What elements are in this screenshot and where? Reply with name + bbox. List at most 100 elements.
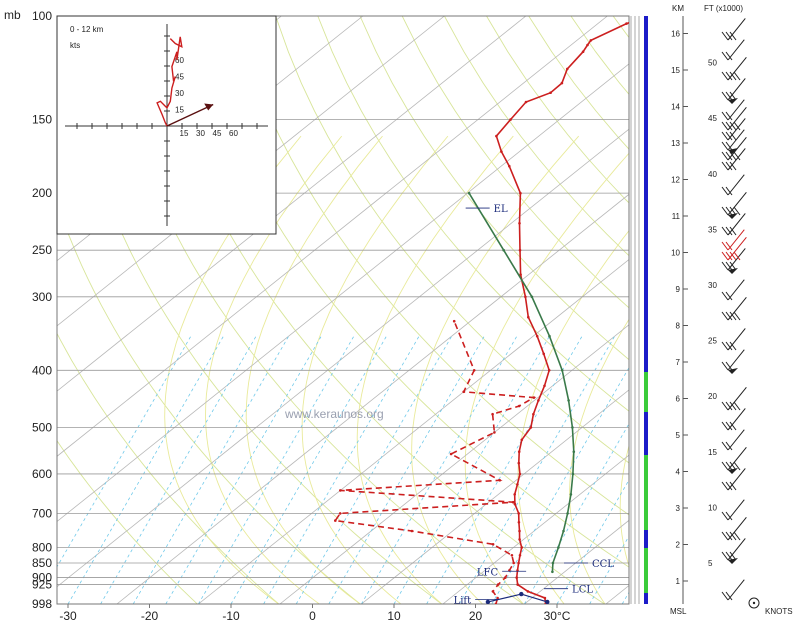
series-temperature-point [543, 596, 547, 600]
series-dewpoint-point [496, 583, 500, 586]
wind-barb-feather [725, 481, 733, 491]
km-tick-label: 15 [671, 66, 680, 75]
series-dewpoint-point [472, 369, 476, 372]
series-parcel-point [562, 529, 565, 533]
wind-barb-feather [725, 151, 733, 161]
wind-barb-feather [729, 481, 737, 491]
wind-barb [727, 99, 745, 121]
hodograph-v-label: 15 [175, 106, 184, 115]
wind-barb-feather [721, 291, 729, 301]
series-parcel-point [572, 450, 576, 454]
km-tick-label: 12 [671, 176, 680, 185]
isotherm [57, 16, 608, 457]
pressure-tick-label: 500 [32, 420, 52, 434]
hodograph-v-label: 60 [175, 56, 184, 65]
series-dewpoint-point [452, 319, 456, 323]
isotherm [57, 16, 527, 392]
km-tick-label: 5 [676, 431, 681, 440]
wind-barb [727, 297, 747, 321]
wind-barb [727, 192, 747, 216]
wind-barb-feather [721, 71, 729, 81]
series-temperature-point [529, 426, 533, 429]
series-temperature-point [517, 461, 521, 465]
series-dewpoint-point [410, 529, 414, 533]
ft-tick-label: 20 [708, 392, 717, 401]
ft-tick-label: 15 [708, 448, 717, 457]
series-dewpoint-point [493, 431, 496, 434]
ft-tick-label: 50 [708, 59, 717, 68]
ft-tick-label: 5 [708, 559, 713, 568]
series-temperature-point [625, 22, 628, 25]
height-panel: KM FT (x1000)1234567891011121314151651015… [630, 4, 793, 616]
wind-barb-feather [725, 311, 733, 321]
temperature-tick-label: 30°C [544, 609, 571, 623]
km-tick-label: 6 [676, 395, 681, 404]
series-temperature-point [518, 554, 522, 557]
series-temperature-point [535, 334, 539, 338]
series-temperature-point [518, 472, 522, 476]
wind-barb-feather [733, 121, 741, 131]
km-tick-label: 11 [672, 212, 681, 221]
wind-barb [727, 18, 746, 41]
wind-barb-feather [725, 401, 733, 411]
wind-barb [727, 349, 745, 371]
wind-barb [727, 39, 745, 61]
wind-barb [727, 213, 746, 236]
wind-barb [727, 408, 746, 431]
mixing-ratio-line [361, 335, 518, 604]
wind-barb-feather [729, 131, 737, 141]
wind-barb-feather [729, 311, 737, 321]
series-dewpoint-point [498, 479, 502, 482]
series-dewpoint-point [532, 396, 536, 399]
series-dewpoint-point [334, 519, 337, 522]
isotherm [687, 16, 800, 604]
wind-barb-pennant [728, 468, 738, 474]
pressure-tick-label: 200 [32, 186, 52, 200]
series-lifted-point [485, 599, 491, 604]
wind-barb-feather [721, 186, 729, 196]
wind-barb-feather [721, 131, 729, 141]
wind-barb-feather [725, 241, 733, 251]
series-temperature-point [518, 222, 521, 225]
wind-barb-feather [725, 341, 733, 351]
moist-adiabat [569, 318, 629, 604]
wind-barb-pennant [728, 98, 738, 104]
mixing-ratio-line [100, 335, 257, 604]
wind-barb-feather [721, 511, 729, 521]
isotherm [57, 63, 629, 523]
hodograph-u-label: 30 [196, 129, 205, 138]
annotation-ccl: CCL [592, 559, 614, 570]
wind-barb-feather [721, 441, 729, 451]
series-temperature-point [518, 529, 521, 533]
wind-barb-feather [721, 591, 729, 601]
annotations: EL CCL LFC LCL Lift [454, 204, 615, 606]
series-temperature-point [532, 412, 535, 416]
wind-barb-feather [721, 341, 729, 351]
isotherm [769, 16, 800, 604]
hodograph-unit: kts [70, 41, 80, 50]
wind-barb-feather [729, 531, 737, 541]
wind-barb-feather [721, 121, 729, 131]
wind-barb-feather [725, 71, 733, 81]
wind-barb-feather [721, 361, 729, 371]
series-parcel-point [551, 561, 555, 565]
msl-label: MSL [670, 607, 687, 616]
wind-barb-feather [725, 441, 733, 451]
series-dewpoint-point [462, 390, 466, 394]
annotation-el: EL [494, 204, 508, 215]
wind-barb [727, 328, 746, 351]
mixing-ratio-line [393, 335, 550, 604]
series-temperature-point [513, 493, 516, 496]
mixing-ratio-line [426, 335, 583, 604]
wind-barb-feather [729, 401, 737, 411]
hodograph-u-label: 15 [180, 129, 189, 138]
isotherm [361, 389, 629, 604]
wind-barb-pennant [728, 558, 738, 564]
mixing-ratio-line [230, 335, 387, 604]
km-label: KM [672, 4, 684, 13]
hodograph-trace [156, 36, 183, 127]
series-temperature-point [549, 91, 552, 94]
temperature-tick-label: 0 [309, 609, 316, 623]
series-parcel-point [567, 399, 570, 402]
isotherm [57, 16, 445, 327]
